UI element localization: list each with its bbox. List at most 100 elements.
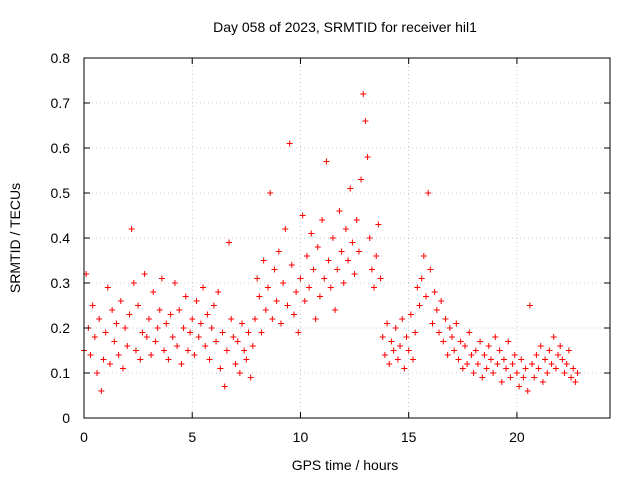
data-point [537, 343, 544, 349]
data-point [109, 307, 116, 313]
data-point [390, 347, 397, 354]
data-point [418, 275, 425, 282]
data-point [301, 298, 308, 304]
data-point [455, 356, 462, 363]
data-point [124, 343, 131, 349]
data-point [122, 325, 129, 331]
data-point [444, 352, 451, 358]
data-point [91, 334, 98, 340]
data-point [492, 334, 499, 340]
data-point [148, 352, 155, 358]
data-point [230, 334, 237, 340]
data-point [180, 325, 187, 331]
data-point [384, 320, 391, 327]
data-point [574, 370, 581, 376]
data-point [568, 374, 575, 381]
data-point [299, 212, 306, 219]
data-point [453, 320, 460, 327]
data-point [223, 347, 230, 354]
data-point [96, 316, 103, 322]
data-point [429, 320, 436, 327]
data-point [228, 316, 235, 322]
data-point [520, 374, 527, 381]
data-point [264, 284, 271, 291]
data-point [284, 302, 291, 309]
data-point [115, 352, 122, 358]
y-tick-label: 0.2 [51, 320, 71, 336]
data-point [323, 158, 330, 165]
data-point [513, 370, 520, 376]
data-point [256, 293, 263, 300]
data-point [202, 343, 209, 349]
data-point [234, 338, 241, 345]
data-point [275, 248, 282, 255]
data-point [219, 329, 226, 336]
data-point [557, 343, 564, 349]
data-point [414, 284, 421, 291]
data-point [102, 329, 109, 336]
data-point [349, 239, 356, 246]
data-point [182, 293, 189, 300]
data-point [431, 289, 438, 295]
data-point [377, 275, 384, 282]
data-point [410, 356, 417, 363]
data-point [141, 271, 148, 277]
data-point [111, 338, 118, 345]
data-point [184, 347, 191, 354]
data-point [353, 217, 360, 223]
data-point [277, 320, 284, 327]
x-tick-label: 5 [188, 429, 196, 445]
data-point [416, 302, 423, 309]
data-point [286, 140, 293, 147]
data-point [215, 289, 222, 295]
data-point [375, 221, 382, 228]
y-tick-label: 0.8 [51, 50, 71, 66]
data-point [329, 235, 336, 241]
data-point [156, 307, 163, 313]
data-point [340, 280, 347, 286]
data-point [87, 352, 94, 358]
y-tick-label: 0.1 [51, 365, 71, 381]
y-tick-label: 0.5 [51, 185, 71, 201]
data-point [386, 361, 393, 367]
data-point [143, 334, 150, 340]
data-point [503, 365, 510, 372]
y-tick-label: 0.4 [51, 230, 71, 246]
data-point [448, 334, 455, 340]
data-point [405, 347, 412, 354]
data-point [524, 388, 531, 394]
data-point [104, 284, 111, 291]
data-point [407, 311, 414, 318]
data-point [342, 226, 349, 232]
data-point [533, 352, 540, 358]
data-point [252, 316, 259, 322]
data-point [481, 352, 488, 358]
data-point [314, 244, 321, 250]
data-point [570, 365, 577, 372]
data-point [191, 352, 198, 358]
data-point [366, 235, 373, 241]
data-point [546, 347, 553, 354]
data-point [327, 284, 334, 291]
data-point [362, 118, 369, 124]
data-point [483, 365, 490, 372]
data-point [505, 338, 512, 345]
data-point [169, 334, 176, 340]
x-tick-labels: 0 5 10 15 20 [80, 429, 525, 445]
data-point [176, 307, 183, 313]
data-point [113, 320, 120, 327]
data-point [89, 302, 96, 309]
data-point [555, 352, 562, 358]
data-point [152, 338, 159, 345]
data-point [552, 365, 559, 372]
data-point [293, 289, 300, 295]
data-point [559, 356, 566, 363]
y-axis-label: SRMTID / TECUs [7, 183, 23, 293]
x-tick-label: 0 [80, 429, 88, 445]
data-point [158, 275, 165, 282]
data-point [303, 253, 310, 259]
data-point [245, 329, 252, 336]
data-point [200, 284, 207, 291]
data-point [260, 257, 267, 264]
data-point [526, 302, 533, 309]
